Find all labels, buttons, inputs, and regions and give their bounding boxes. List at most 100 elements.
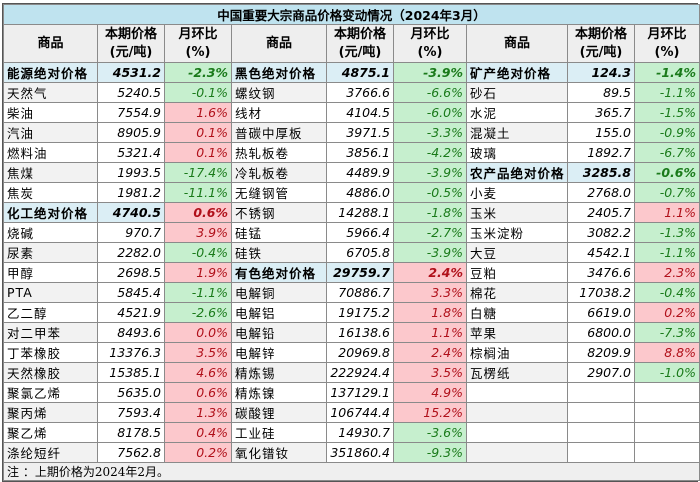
price-cell: 3476.6: [567, 262, 635, 283]
header-price-label: 本期价格: [104, 26, 157, 42]
change-cell: -11.1%: [164, 182, 232, 203]
change-cell: 1.9%: [164, 262, 232, 283]
price-cell: 351860.4: [326, 442, 394, 463]
header-commodity: 商品: [231, 24, 327, 63]
price-cell: [567, 382, 635, 403]
price-cell: 1892.7: [567, 142, 635, 163]
commodity-name-cell: 天然橡胶: [3, 362, 98, 383]
table-row: 甲醇 2698.5 1.9% 有色绝对价格 29759.7 2.4% 豆粕 3476.6 2.3…: [3, 262, 700, 283]
price-cell: 3766.6: [326, 82, 394, 103]
price-cell: [567, 402, 635, 423]
header-price: 本期价格 (元/吨): [97, 24, 165, 63]
price-cell: 4875.1: [326, 62, 394, 83]
table-row: 能源绝对价格 4531.2 -2.3% 黑色绝对价格 4875.1 -3.9% 矿产绝对价格…: [3, 62, 700, 83]
price-cell: 5966.4: [326, 222, 394, 243]
change-cell: [633, 442, 700, 463]
commodity-name-cell: 螺纹钢: [231, 82, 327, 103]
table-row: 尿素 2282.0 -0.4% 硅铁 6705.8 -3.9% 大豆 4542.1 -1.1%: [3, 242, 700, 263]
price-cell: 4542.1: [567, 242, 635, 263]
commodity-name-cell: 聚丙烯: [3, 402, 98, 423]
table-row: 化工绝对价格 4740.5 0.6% 不锈钢 14288.1 -1.8% 玉米 2405.7 1…: [3, 202, 700, 223]
commodity-name-cell: 燃料油: [3, 142, 98, 163]
header-change-label: 月环比: [178, 26, 218, 42]
price-cell: 14930.7: [326, 422, 394, 443]
commodity-name-cell: 电解铝: [231, 302, 327, 323]
commodity-name-cell: 普碳中厚板: [231, 122, 327, 143]
commodity-name-cell: 电解铅: [231, 322, 327, 343]
table-row: 聚乙烯 8178.5 0.4% 工业硅 14930.7 -3.6%: [3, 422, 700, 443]
change-cell: 2.3%: [633, 262, 700, 283]
commodity-name-cell: 玉米: [466, 202, 568, 223]
table-row: 乙二醇 4521.9 -2.6% 电解铝 19175.2 1.8% 白糖 6619.0 0.2%: [3, 302, 700, 323]
table-row: PTA 5845.4 -1.1% 电解铜 70886.7 3.3% 棉花 17038.2 -0.…: [3, 282, 700, 303]
commodity-name-cell: 烧碱: [3, 222, 98, 243]
price-cell: 13376.3: [97, 342, 165, 363]
price-cell: 19175.2: [326, 302, 394, 323]
price-cell: 8905.9: [97, 122, 165, 143]
price-cell: 6619.0: [567, 302, 635, 323]
price-cell: 4740.5: [97, 202, 165, 223]
commodity-name-cell: 瓦楞纸: [466, 362, 568, 383]
header-change-unit: (%): [185, 44, 211, 60]
change-cell: 3.9%: [164, 222, 232, 243]
price-cell: 365.7: [567, 102, 635, 123]
commodity-name-cell: 柴油: [3, 102, 98, 123]
commodity-name-cell: 棕榈油: [466, 342, 568, 363]
change-cell: -0.1%: [164, 82, 232, 103]
change-cell: 0.2%: [164, 442, 232, 463]
change-cell: 0.2%: [633, 302, 700, 323]
price-cell: 4531.2: [97, 62, 165, 83]
price-cell: 20969.8: [326, 342, 394, 363]
price-cell: 70886.7: [326, 282, 394, 303]
change-cell: 1.6%: [164, 102, 232, 123]
header-price-label: 本期价格: [333, 26, 386, 42]
change-cell: -1.1%: [633, 242, 700, 263]
change-cell: 3.5%: [164, 342, 232, 363]
change-cell: -2.6%: [164, 302, 232, 323]
commodity-name-cell: 精炼镍: [231, 382, 327, 403]
commodity-name-cell: 豆粕: [466, 262, 568, 283]
group-name-cell: 矿产绝对价格: [466, 62, 568, 83]
commodity-name-cell: 工业硅: [231, 422, 327, 443]
commodity-name-cell: 焦煤: [3, 162, 98, 183]
change-cell: -0.9%: [633, 122, 700, 143]
change-cell: -1.1%: [164, 282, 232, 303]
price-cell: 1981.2: [97, 182, 165, 203]
change-cell: 0.1%: [164, 142, 232, 163]
table-row: 燃料油 5321.4 0.1% 热轧板卷 3856.1 -4.2% 玻璃 1892.7 -6.7…: [3, 142, 700, 163]
commodity-name-cell: PTA: [3, 282, 98, 303]
commodity-price-table-container: 中国重要大宗商品价格变动情况（2024年3月） 商品 本期价格 (元/吨) 月环比 (%…: [2, 3, 700, 482]
commodity-name-cell: 热轧板卷: [231, 142, 327, 163]
header-change-label: 月环比: [647, 26, 687, 42]
commodity-name-cell: 氧化镨钕: [231, 442, 327, 463]
price-cell: 6705.8: [326, 242, 394, 263]
price-cell: 14288.1: [326, 202, 394, 223]
commodity-name-cell: 大豆: [466, 242, 568, 263]
group-name-cell: 有色绝对价格: [231, 262, 327, 283]
table-row: 烧碱 970.7 3.9% 硅锰 5966.4 -2.7% 玉米淀粉 3082.2 -1.3%: [3, 222, 700, 243]
price-cell: 137129.1: [326, 382, 394, 403]
change-cell: -3.9%: [393, 162, 467, 183]
price-cell: 8493.6: [97, 322, 165, 343]
commodity-name-cell: 线材: [231, 102, 327, 123]
group-name-cell: 化工绝对价格: [3, 202, 98, 223]
change-cell: 4.6%: [164, 362, 232, 383]
commodity-name-cell: [466, 402, 568, 423]
change-cell: -0.6%: [633, 162, 700, 183]
price-cell: 7562.8: [97, 442, 165, 463]
commodity-name-cell: 丁苯橡胶: [3, 342, 98, 363]
change-cell: -2.3%: [164, 62, 232, 83]
commodity-name-cell: 苹果: [466, 322, 568, 343]
table-row: 汽油 8905.9 0.1% 普碳中厚板 3971.5 -3.3% 混凝土 155.0 -0.9…: [3, 122, 700, 143]
change-cell: 1.1%: [633, 202, 700, 223]
change-cell: -0.4%: [164, 242, 232, 263]
price-cell: 17038.2: [567, 282, 635, 303]
header-commodity: 商品: [466, 24, 568, 63]
header-change: 月环比 (%): [633, 24, 700, 63]
commodity-name-cell: 电解锌: [231, 342, 327, 363]
table-row: 聚氯乙烯 5635.0 0.6% 精炼镍 137129.1 4.9%: [3, 382, 700, 403]
commodity-name-cell: 电解铜: [231, 282, 327, 303]
change-cell: 0.1%: [164, 122, 232, 143]
change-cell: [633, 422, 700, 443]
change-cell: -1.5%: [633, 102, 700, 123]
